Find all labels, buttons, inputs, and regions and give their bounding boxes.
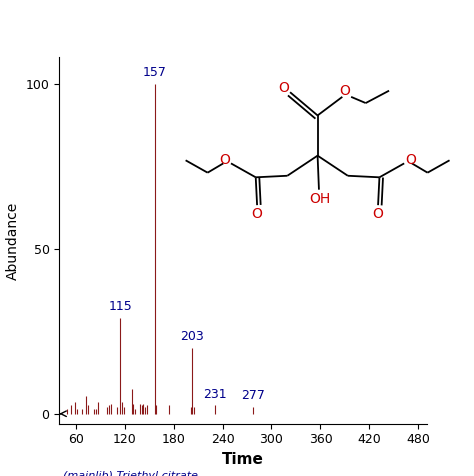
Text: O: O (405, 153, 416, 167)
Text: 277: 277 (241, 389, 264, 402)
Text: O: O (219, 153, 230, 167)
X-axis label: Time: Time (222, 452, 264, 467)
Text: O: O (252, 207, 263, 221)
Text: O: O (278, 80, 289, 95)
Text: OH: OH (310, 192, 331, 206)
Text: O: O (339, 84, 350, 98)
Text: 231: 231 (203, 387, 227, 400)
Text: 115: 115 (109, 300, 132, 313)
Text: (mainlib) Triethyl citrate: (mainlib) Triethyl citrate (63, 471, 198, 476)
Y-axis label: Abundance: Abundance (6, 201, 20, 279)
Text: 203: 203 (181, 330, 204, 343)
Text: O: O (373, 207, 383, 221)
Text: 157: 157 (143, 66, 167, 79)
